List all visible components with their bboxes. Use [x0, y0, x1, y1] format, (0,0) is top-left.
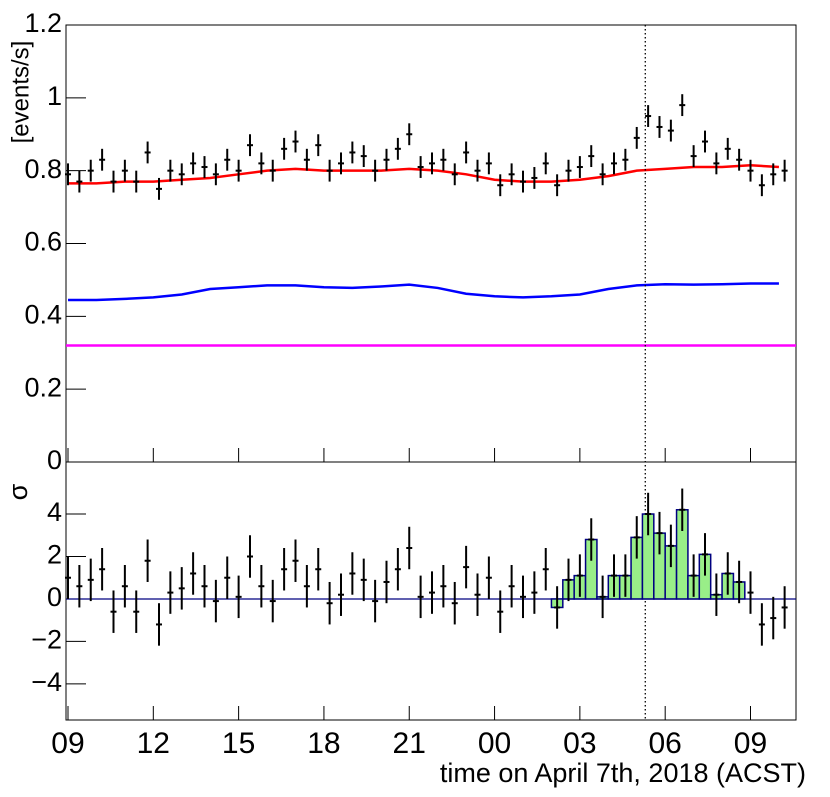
x-tick-label: 15: [222, 727, 255, 760]
x-tick-label: 09: [51, 727, 84, 760]
top-frame: [65, 24, 797, 463]
y-tick-label: 0.6: [24, 227, 62, 257]
x-tick-label: 00: [478, 727, 511, 760]
x-tick-label: 18: [307, 727, 340, 760]
y-tick-label: 1.2: [24, 8, 62, 38]
x-tick-label: 12: [137, 727, 170, 760]
x-tick-label: 21: [393, 727, 426, 760]
y-tick-label: −2: [31, 625, 62, 655]
y-tick-label: −4: [31, 667, 62, 697]
y-tick-label: 0.4: [24, 299, 62, 329]
y-tick-label: 0: [47, 582, 62, 612]
y-tick-label: 2: [47, 540, 62, 570]
y-tick-label: 0: [47, 445, 62, 475]
model-line: [67, 163, 780, 185]
y-axis-label: [events/s]: [7, 41, 34, 144]
y-tick-label: 0.2: [24, 372, 62, 402]
y-tick-label: 0.8: [24, 154, 62, 184]
y-axis-label: σ: [3, 483, 33, 500]
x-tick-label: 03: [563, 727, 596, 760]
model-line: [67, 282, 779, 302]
x-axis-label: time on April 7th, 2018 (ACST): [440, 758, 806, 788]
y-tick-label: 4: [47, 497, 62, 527]
x-tick-label: 06: [648, 727, 681, 760]
bottom-frame: [65, 461, 797, 721]
y-tick-label: 1: [47, 81, 62, 111]
x-tick-label: 09: [734, 727, 767, 760]
